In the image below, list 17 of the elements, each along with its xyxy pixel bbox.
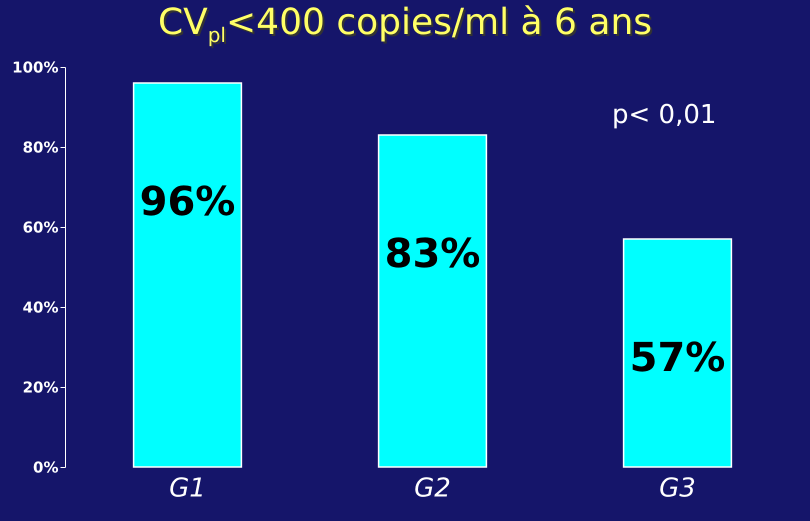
bar bbox=[622, 238, 732, 468]
y-tick-label: 40% bbox=[22, 298, 58, 316]
y-tick-label: 100% bbox=[12, 58, 58, 76]
data-label: 83% bbox=[384, 231, 480, 277]
data-label: 96% bbox=[140, 179, 236, 225]
bar bbox=[378, 134, 488, 468]
x-tick-label: G1 bbox=[169, 474, 206, 504]
y-tick-label: 80% bbox=[22, 138, 58, 156]
x-tick-label: G3 bbox=[659, 474, 696, 504]
annotation: p< 0,01 bbox=[612, 100, 716, 130]
data-label: 57% bbox=[630, 335, 726, 381]
y-tick-label: 20% bbox=[22, 378, 58, 396]
x-tick-label: G2 bbox=[414, 474, 451, 504]
chart-title: CV$_{pl}$<400 copies/ml à 6 ans bbox=[156, 2, 654, 48]
y-tick-label: 0% bbox=[33, 458, 58, 476]
y-tick-label: 60% bbox=[22, 218, 58, 236]
bar bbox=[132, 82, 242, 468]
